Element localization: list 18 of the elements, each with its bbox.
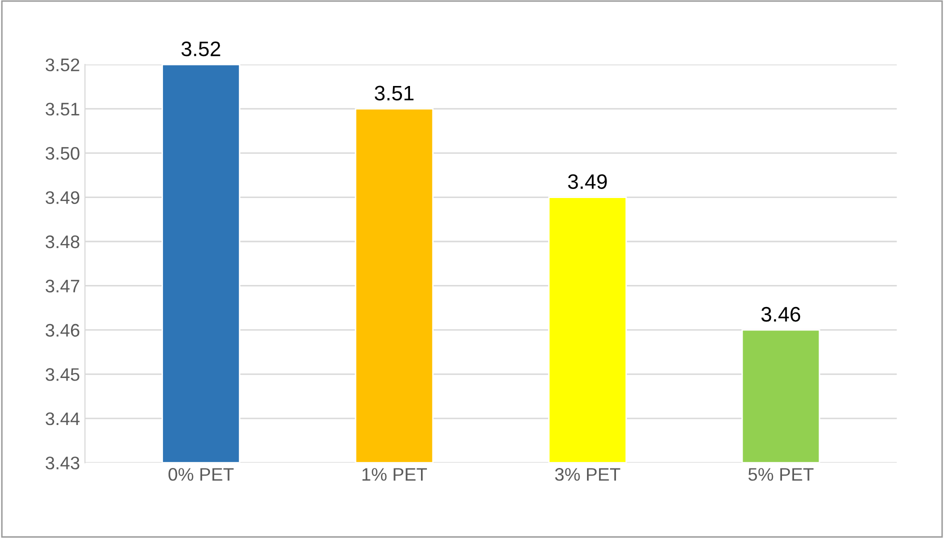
x-tick-label: 0% PET bbox=[168, 468, 234, 481]
y-tick-label: 3.48 bbox=[46, 235, 80, 248]
data-label: 3.49 bbox=[568, 174, 607, 189]
y-tick-label: 3.52 bbox=[46, 58, 80, 72]
x-tick-label: 5% PET bbox=[748, 468, 814, 481]
data-label: 3.46 bbox=[761, 306, 800, 322]
y-tick-label: 3.49 bbox=[46, 191, 80, 204]
x-tick-label: 3% PET bbox=[555, 468, 620, 481]
y-tick-label: 3.46 bbox=[46, 324, 80, 337]
data-label: 3.51 bbox=[374, 86, 414, 101]
y-tick-label: 3.43 bbox=[46, 456, 80, 470]
y-tick-label: 3.44 bbox=[46, 412, 80, 426]
y-tick-label: 3.51 bbox=[46, 102, 80, 116]
y-tick-label: 3.47 bbox=[46, 280, 80, 292]
y-tick-label: 3.45 bbox=[46, 368, 80, 381]
y-tick-label: 3.50 bbox=[46, 146, 80, 160]
data-label: 3.52 bbox=[181, 42, 220, 56]
x-tick-label: 1% PET bbox=[362, 468, 427, 481]
